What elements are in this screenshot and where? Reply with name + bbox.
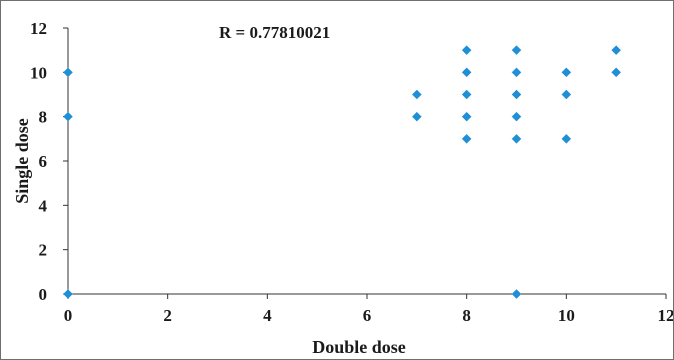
x-tick-label: 12 [658, 306, 674, 325]
y-tick-label: 2 [39, 241, 48, 260]
ticks: 0 2 4 6 8 10 12 0 2 4 6 8 10 12 [30, 19, 673, 325]
data-point [461, 45, 472, 56]
data-point [511, 45, 522, 56]
y-axis-title: Single dose [12, 118, 32, 204]
data-point [461, 67, 472, 78]
y-tick-label: 4 [39, 196, 48, 215]
data-point [63, 289, 73, 299]
data-point [461, 133, 472, 144]
data-point [611, 45, 622, 56]
x-tick-label: 0 [64, 306, 73, 325]
data-point [63, 67, 73, 78]
axes [67, 28, 666, 295]
data-point [511, 289, 522, 299]
data-point [511, 111, 522, 122]
data-point [611, 67, 622, 78]
y-tick-label: 8 [39, 108, 48, 127]
data-point [461, 89, 472, 100]
data-point [461, 111, 472, 122]
data-point [561, 133, 572, 144]
data-point [561, 67, 572, 78]
x-tick-label: 2 [163, 306, 172, 325]
data-point [411, 89, 422, 100]
x-tick-label: 4 [263, 306, 272, 325]
y-tick-label: 0 [39, 285, 48, 304]
data-point [561, 89, 572, 100]
y-tick-label: 12 [30, 19, 47, 38]
data-point [63, 111, 73, 122]
x-axis-title: Double dose [312, 337, 406, 357]
data-point [511, 133, 522, 144]
x-tick-label: 6 [363, 306, 372, 325]
data-points [63, 45, 622, 299]
correlation-annotation: R = 0.77810021 [219, 23, 330, 42]
data-point [511, 89, 522, 100]
y-tick-label: 10 [30, 63, 47, 82]
x-tick-label: 10 [558, 306, 575, 325]
data-point [411, 111, 422, 122]
x-tick-label: 8 [462, 306, 471, 325]
data-point [511, 67, 522, 78]
y-tick-label: 6 [39, 152, 48, 171]
